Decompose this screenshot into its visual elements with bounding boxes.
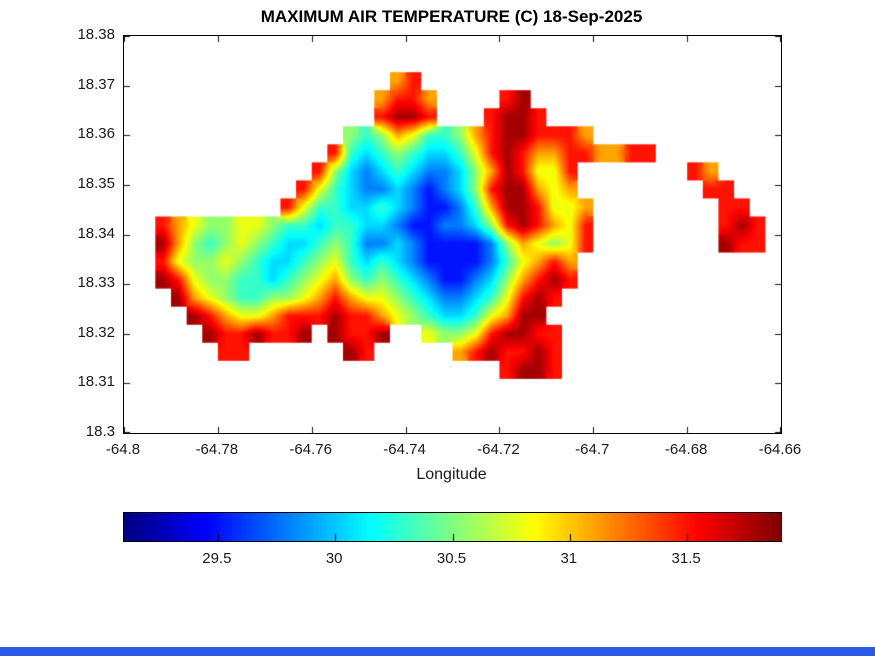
colorbar-tick-label: 31.5 bbox=[671, 550, 701, 567]
colorbar bbox=[123, 512, 782, 542]
y-tick-label: 18.3 bbox=[85, 423, 115, 440]
y-tick-label: 18.35 bbox=[77, 174, 115, 192]
y-tick-label: 18.36 bbox=[77, 125, 115, 143]
colorbar-tick-label: 31 bbox=[560, 550, 578, 567]
y-tick-label: 18.38 bbox=[77, 26, 115, 43]
x-tick-label: -64.7 bbox=[575, 441, 610, 458]
x-axis-label: Longitude bbox=[416, 466, 487, 483]
x-tick-label: -64.66 bbox=[758, 441, 802, 458]
x-tick-label: -64.76 bbox=[289, 441, 332, 458]
x-tick-label: -64.74 bbox=[383, 441, 426, 458]
x-tick-label: -64.78 bbox=[195, 441, 239, 458]
y-tick-label: 18.37 bbox=[77, 75, 115, 93]
colorbar-tick-label: 30.5 bbox=[436, 550, 467, 567]
colorbar-tick-label: 29.5 bbox=[202, 550, 232, 567]
y-tick-label: 18.33 bbox=[77, 274, 115, 292]
x-tick-label: -64.8 bbox=[105, 441, 141, 458]
y-tick-label: 18.32 bbox=[77, 323, 115, 341]
chart-title: MAXIMUM AIR TEMPERATURE (C) 18-Sep-2025 bbox=[260, 7, 643, 26]
colorbar-tick-label: 30 bbox=[325, 550, 343, 567]
heatmap-canvas bbox=[123, 35, 782, 434]
bottom-bar bbox=[0, 647, 875, 656]
y-tick-label: 18.34 bbox=[77, 224, 115, 242]
y-tick-label: 18.31 bbox=[77, 373, 115, 391]
x-tick-label: -64.68 bbox=[664, 441, 708, 458]
x-tick-label: -64.72 bbox=[477, 441, 520, 458]
